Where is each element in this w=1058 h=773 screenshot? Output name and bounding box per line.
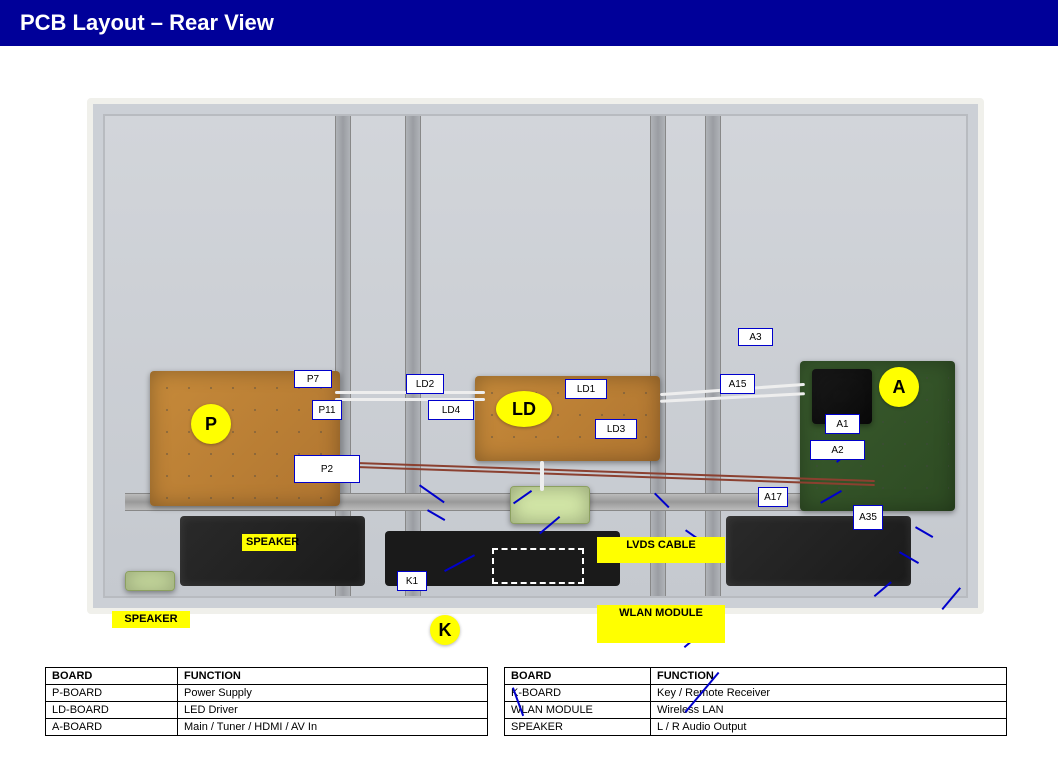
label-wlan-module: WLAN MODULE — [597, 605, 725, 643]
table-right: BOARDFUNCTIONK-BOARDKey / Remote Receive… — [504, 667, 1007, 736]
table-cell: LD-BOARD — [46, 702, 178, 719]
table-header-cell: BOARD — [505, 668, 651, 685]
table-row: LD-BOARDLED Driver — [46, 702, 488, 719]
table-row: SPEAKERL / R Audio Output — [505, 719, 1007, 736]
pcb-diagram: P7 P11 P2 LD2 LD4 LD1 LD3 A3 A15 A1 A2 A17 A35 K1 P LD… — [87, 98, 984, 614]
table-row: WLAN MODULEWireless LAN — [505, 702, 1007, 719]
tv-chassis — [87, 98, 984, 614]
lvds-connector-board — [510, 486, 590, 524]
speaker-left — [180, 516, 365, 586]
callout-a17: A17 — [758, 487, 788, 507]
wire — [540, 461, 544, 491]
callout-a35: A35 — [853, 505, 883, 530]
callout-p11: P11 — [312, 400, 342, 420]
table-cell: Power Supply — [178, 685, 488, 702]
table-cell: Main / Tuner / HDMI / AV In — [178, 719, 488, 736]
tables-row: BOARDFUNCTIONP-BOARDPower SupplyLD-BOARD… — [45, 667, 1007, 736]
page-title: PCB Layout – Rear View — [20, 10, 274, 36]
marker-a: A — [879, 367, 919, 407]
speaker-right — [726, 516, 911, 586]
table-header-cell: FUNCTION — [651, 668, 1007, 685]
wire — [355, 462, 875, 482]
table-cell: L / R Audio Output — [651, 719, 1007, 736]
table-cell: A-BOARD — [46, 719, 178, 736]
rib — [705, 116, 721, 596]
table-header-cell: BOARD — [46, 668, 178, 685]
callout-ld1: LD1 — [565, 379, 607, 399]
label-speaker: SPEAKER — [112, 611, 190, 628]
dashed-region — [492, 548, 584, 584]
callout-p7: P7 — [294, 370, 332, 388]
callout-ld2: LD2 — [406, 374, 444, 394]
chassis-inner — [103, 114, 968, 598]
callout-a2: A2 — [810, 440, 865, 460]
table-cell: Wireless LAN — [651, 702, 1007, 719]
callout-a3: A3 — [738, 328, 773, 346]
table-row: K-BOARDKey / Remote Receiver — [505, 685, 1007, 702]
p-board — [150, 371, 340, 506]
header-bar: PCB Layout – Rear View — [0, 0, 1058, 46]
a-board — [800, 361, 955, 511]
callout-a15: A15 — [720, 374, 755, 394]
callout-k1: K1 — [397, 571, 427, 591]
table-cell: LED Driver — [178, 702, 488, 719]
rib — [405, 116, 421, 596]
table-cell: WLAN MODULE — [505, 702, 651, 719]
marker-k: K — [430, 615, 460, 645]
label-lvds-cable: LVDS CABLE — [597, 537, 725, 563]
label-speaker: SPEAKER — [242, 534, 296, 551]
callout-a1: A1 — [825, 414, 860, 434]
callout-ld4: LD4 — [428, 400, 474, 420]
wire — [355, 466, 875, 486]
callout-ld3: LD3 — [595, 419, 637, 439]
table-header-cell: FUNCTION — [178, 668, 488, 685]
table-left: BOARDFUNCTIONP-BOARDPower SupplyLD-BOARD… — [45, 667, 488, 736]
callout-p2: P2 — [294, 455, 360, 483]
table-cell: K-BOARD — [505, 685, 651, 702]
table-row: P-BOARDPower Supply — [46, 685, 488, 702]
table-row: A-BOARDMain / Tuner / HDMI / AV In — [46, 719, 488, 736]
marker-p: P — [191, 404, 231, 444]
aux-board-bl — [125, 571, 175, 591]
table-cell: SPEAKER — [505, 719, 651, 736]
marker-ld: LD — [496, 391, 552, 427]
table-cell: P-BOARD — [46, 685, 178, 702]
rib — [650, 116, 666, 596]
